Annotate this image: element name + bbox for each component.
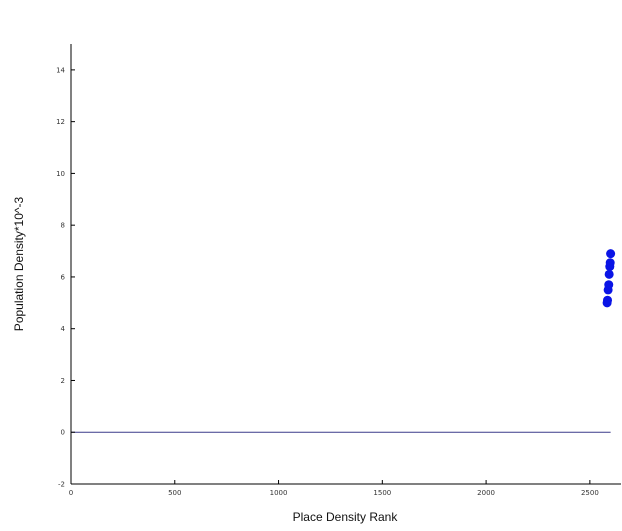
y-tick-label: 14 <box>56 66 65 74</box>
x-tick-label: 1000 <box>270 489 288 497</box>
x-axis-label: Place Density Rank <box>293 510 399 524</box>
y-tick-label: 12 <box>56 118 65 126</box>
x-tick-label: 1500 <box>373 489 391 497</box>
data-point <box>606 249 616 259</box>
data-point <box>604 269 614 279</box>
x-tick-label: 2000 <box>477 489 495 497</box>
y-tick-label: 2 <box>61 377 65 385</box>
y-axis-label: Population Density*10^-3 <box>12 196 26 331</box>
x-axis-ticks: 0 500 1000 1500 2000 2500 <box>69 480 599 497</box>
data-point <box>605 258 615 268</box>
x-tick-label: 500 <box>168 489 181 497</box>
axes <box>70 44 621 485</box>
x-tick-label: 2500 <box>581 489 599 497</box>
y-tick-label: 8 <box>61 222 65 230</box>
data-points <box>602 249 616 308</box>
x-tick-label: 0 <box>69 489 73 497</box>
y-tick-label: 10 <box>56 170 65 178</box>
y-tick-label: 6 <box>61 273 66 281</box>
data-point <box>604 280 614 290</box>
y-tick-label: 4 <box>61 325 66 333</box>
y-axis-ticks: -2 0 2 4 6 8 10 12 14 <box>56 66 75 489</box>
y-tick-label: 0 <box>61 429 65 437</box>
data-point <box>603 295 613 305</box>
y-tick-label: -2 <box>58 481 65 489</box>
